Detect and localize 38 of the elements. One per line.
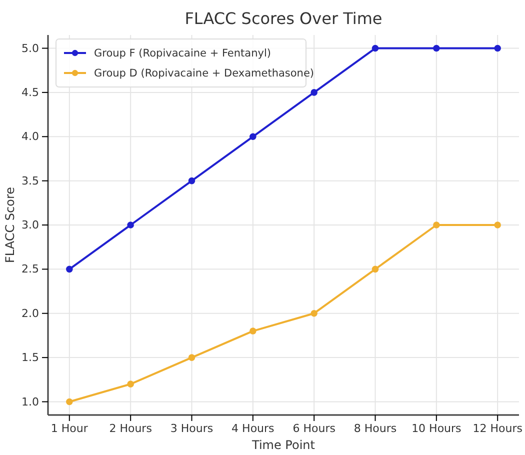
point	[494, 44, 501, 52]
y-tick-label: 1.5	[22, 351, 39, 364]
x-tick-label: 8 Hours	[354, 422, 397, 435]
point	[188, 354, 196, 361]
point	[127, 222, 134, 228]
y-tick-label: 2.0	[22, 306, 39, 320]
point	[310, 89, 318, 96]
y-tick-label: 1.0	[22, 395, 39, 408]
x-tick-label: 6 Hours	[292, 422, 336, 435]
x-tick-label: 1 Hour	[50, 422, 88, 435]
point	[250, 328, 256, 334]
point	[310, 310, 318, 317]
y-tick-label: 2.5	[22, 262, 39, 276]
point	[127, 380, 134, 388]
x-tick-label: 2 Hours	[109, 422, 152, 435]
point	[188, 177, 196, 184]
point	[66, 266, 73, 273]
x-axis-title: Time Point	[251, 438, 316, 452]
legend-label: Group D (Ropivacaine + Dexamethasone)	[94, 68, 314, 80]
y-tick-label: 4.5	[22, 86, 39, 99]
x-tick-label: 10 Hours	[412, 422, 462, 435]
y-tick-label: 3.0	[22, 218, 39, 232]
y-tick-label: 4.0	[22, 130, 39, 144]
point	[250, 133, 256, 140]
y-tick-label: 3.5	[22, 174, 39, 188]
x-tick-label: 4 Hours	[232, 422, 275, 435]
x-tick-label: 3 Hours	[170, 422, 214, 435]
point	[494, 222, 501, 228]
y-axis-title: FLACC Score	[3, 186, 17, 264]
point	[66, 398, 73, 406]
legend-label: Group F (Ropivacaine + Fentanyl)	[94, 48, 271, 60]
point	[433, 222, 440, 228]
point	[372, 44, 379, 52]
point	[372, 266, 379, 273]
chart-title: FLACC Scores Over Time	[184, 9, 382, 28]
y-tick-label: 5.0	[22, 42, 39, 55]
point	[433, 44, 440, 52]
x-tick-label: 12 Hours	[472, 422, 523, 435]
